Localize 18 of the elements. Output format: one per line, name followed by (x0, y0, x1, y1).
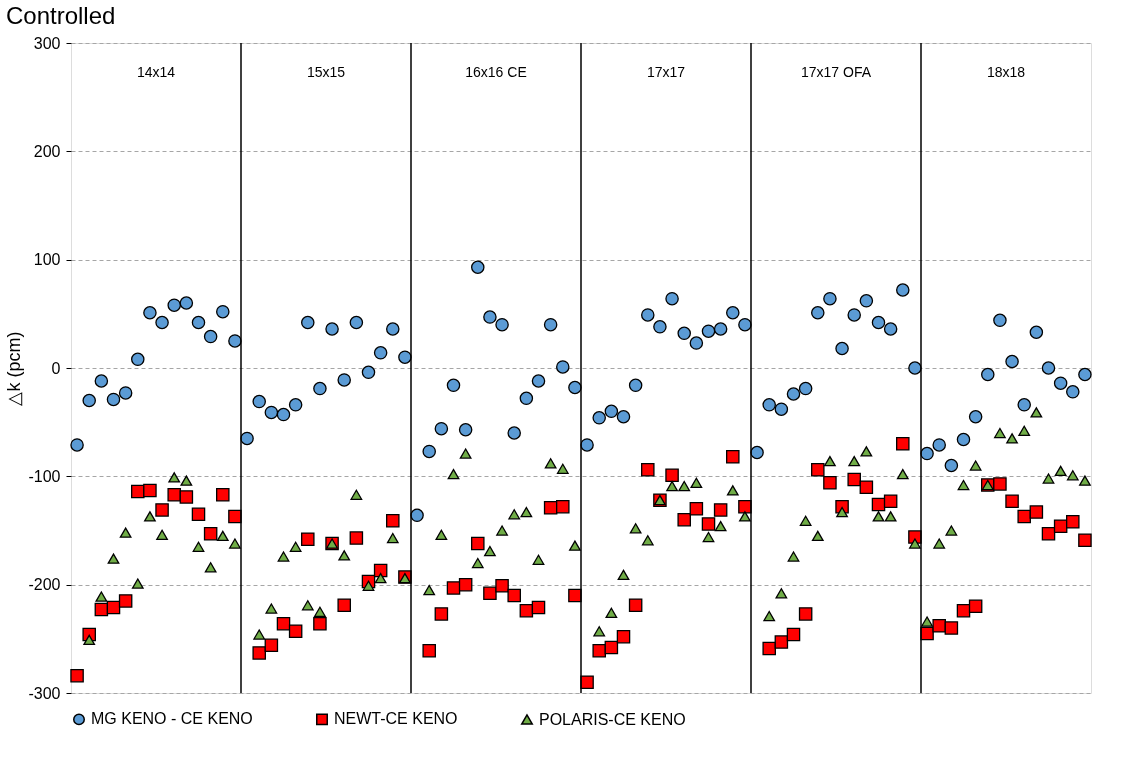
y-axis-title: △k (pcm) (4, 331, 25, 406)
annotation: 15x15 (306, 64, 346, 80)
chart-title: Controlled (5, 2, 116, 29)
y-tick-label: 200 (33, 142, 61, 160)
y-tick-label: 100 (33, 251, 61, 269)
legend-label: NEWT-CE KENO (334, 710, 458, 728)
y-tick-label: -100 (28, 467, 61, 485)
legend-label: MG KENO - CE KENO (91, 710, 253, 728)
y-tick-label: -300 (28, 684, 61, 702)
annotation: 18x18 (986, 64, 1026, 80)
annotation: 17x17 (646, 64, 686, 80)
y-tick-label: 300 (33, 34, 61, 52)
legend-label: POLARIS-CE KENO (539, 710, 686, 728)
annotation: 17x17 OFA (800, 64, 872, 80)
y-tick-label: 0 (51, 359, 61, 377)
y-tick-label: -200 (28, 576, 61, 594)
annotation: 14x14 (136, 64, 176, 80)
annotation: 16x16 CE (465, 64, 527, 80)
